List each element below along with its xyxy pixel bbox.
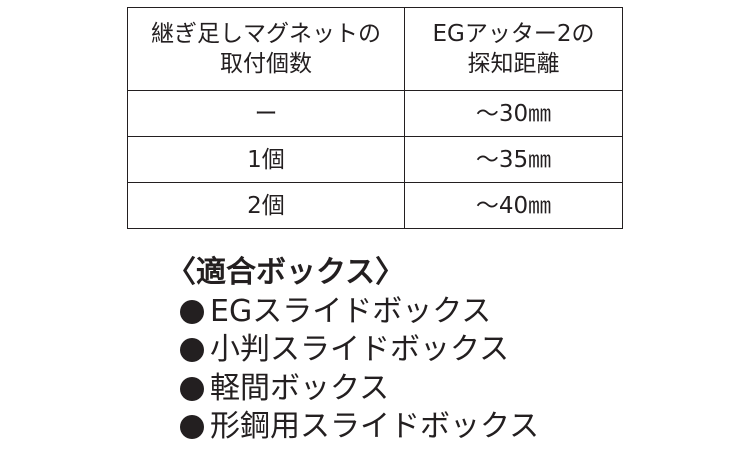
header-detection-distance: EGアッター2の 探知距離 [404, 7, 623, 91]
table-row: 1個 〜35㎜ [127, 136, 623, 183]
header-line: EGアッター2の [432, 21, 595, 47]
bullet-icon [180, 338, 204, 363]
header-line: 取付個数 [220, 51, 312, 77]
bullet-icon [180, 415, 204, 440]
header-line: 継ぎ足しマグネットの [151, 21, 381, 47]
detection-distance-table: 継ぎ足しマグネットの 取付個数 EGアッター2の 探知距離 ー 〜30㎜ 1個 〜3… [127, 7, 623, 229]
list-item-label: 小判スライドボックス [210, 332, 510, 367]
compatible-box-list: 〈適合ボックス〉 EGスライドボックス 小判スライドボックス 軽間ボックス 形鋼… [166, 254, 539, 447]
list-item-label: 軽間ボックス [210, 370, 390, 406]
list-item: 軽間ボックス [170, 370, 539, 409]
table-header-row: 継ぎ足しマグネットの 取付個数 EGアッター2の 探知距離 [127, 7, 623, 91]
list-item-label: EGスライドボックス [210, 293, 492, 329]
list-item: EGスライドボックス [170, 293, 539, 332]
cell-distance: 〜40㎜ [404, 182, 623, 229]
cell-count: ー [127, 90, 405, 137]
list-item-label: 形鋼用スライドボックス [210, 409, 540, 444]
bullet-icon [180, 299, 204, 324]
list-item: 小判スライドボックス [170, 331, 539, 370]
cell-distance: 〜35㎜ [404, 136, 623, 183]
compatible-heading: 〈適合ボックス〉 [166, 255, 406, 290]
list-item: 形鋼用スライドボックス [170, 408, 539, 447]
header-line: 探知距離 [467, 51, 560, 77]
cell-count: 2個 [127, 182, 405, 229]
table-row: ー 〜30㎜ [127, 90, 623, 137]
cell-count: 1個 [127, 136, 405, 183]
cell-distance: 〜30㎜ [404, 90, 623, 137]
header-magnet-count: 継ぎ足しマグネットの 取付個数 [127, 7, 405, 91]
bullet-icon [180, 376, 204, 401]
table-row: 2個 〜40㎜ [127, 182, 623, 229]
